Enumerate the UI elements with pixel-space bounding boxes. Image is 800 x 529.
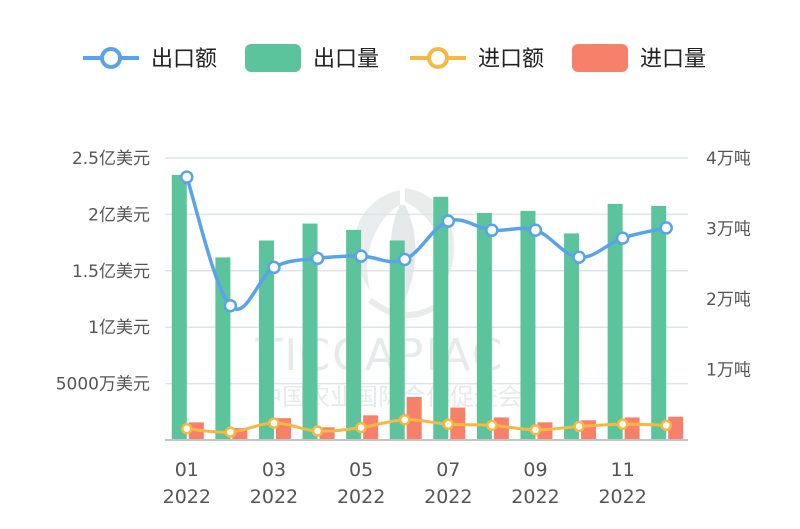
point-进口额 [573, 420, 585, 433]
point-进口额 [224, 426, 237, 438]
point-出口额 [223, 299, 238, 313]
point-进口额 [181, 422, 193, 435]
bar-出口量 [520, 210, 536, 440]
bar-出口量 [258, 240, 274, 440]
bar-出口量 [389, 240, 405, 440]
bar-出口量 [433, 196, 449, 440]
legend: 出口额 出口量 进口额 进口量 [83, 44, 706, 72]
point-进口额 [529, 424, 542, 436]
legend-label: 进口量 [640, 47, 706, 72]
bar-进口量 [668, 416, 684, 440]
bar-出口量 [607, 203, 623, 440]
point-出口额 [659, 221, 673, 235]
x-tick-label: 11 [611, 459, 635, 481]
bar-出口量 [346, 229, 362, 440]
point-出口额 [267, 260, 281, 275]
legend-label: 出口额 [151, 47, 217, 72]
x-tick-label: 07 [436, 459, 460, 481]
x-tick-label: 01 [175, 459, 199, 481]
y-left-tick-label: 5000万美元 [56, 375, 150, 395]
point-出口额 [180, 170, 194, 184]
point-进口额 [355, 421, 367, 434]
point-出口额 [441, 214, 456, 228]
point-进口额 [268, 417, 280, 429]
axes: 5000万美元 1亿美元 1.5亿美元 2亿美元 2.5亿美元 1万吨 2万吨 3万吨 4万吨 0… [56, 149, 751, 508]
point-进口额 [486, 419, 498, 432]
x-tick-year-label: 2022 [424, 486, 472, 508]
watermark-brand: TICCAPIAC [255, 330, 505, 381]
point-出口额 [485, 223, 499, 237]
bar-进口量 [537, 422, 553, 440]
x-tick-label: 05 [349, 459, 373, 481]
y-right-tick-label: 2万吨 [706, 290, 751, 310]
point-进口额 [398, 413, 411, 426]
x-tick-label: 09 [523, 459, 547, 481]
bars [171, 174, 684, 441]
bar-出口量 [302, 223, 318, 440]
legend-item-进口量[interactable]: 进口量 [572, 44, 706, 72]
point-进口额 [616, 418, 629, 430]
point-出口额 [310, 251, 325, 266]
point-出口额 [528, 223, 543, 237]
y-left-tick-label: 2亿美元 [88, 205, 150, 225]
bar-进口量 [493, 417, 509, 440]
legend-item-出口量[interactable]: 出口量 [245, 44, 379, 72]
y-left-tick-label: 1亿美元 [88, 318, 150, 338]
legend-label: 进口额 [478, 47, 544, 72]
point-进口额 [660, 419, 672, 432]
bar-出口量 [476, 212, 492, 440]
x-tick-year-label: 2022 [511, 486, 559, 508]
legend-marker [427, 47, 449, 69]
legend-bar-swatch [245, 44, 301, 72]
y-left-tick-label: 1.5亿美元 [72, 262, 150, 282]
bar-出口量 [171, 174, 187, 441]
y-right-tick-label: 4万吨 [706, 149, 751, 169]
grid [165, 157, 688, 385]
x-tick-year-label: 2022 [250, 486, 298, 508]
x-tick-year-label: 2022 [337, 486, 385, 508]
point-出口额 [615, 231, 630, 245]
legend-marker [100, 47, 122, 69]
legend-bar-swatch [572, 44, 628, 72]
y-right-tick-label: 1万吨 [706, 361, 751, 381]
x-tick-year-label: 2022 [163, 486, 211, 508]
y-left-tick-label: 2.5亿美元 [72, 149, 150, 169]
point-进口额 [311, 425, 324, 437]
bar-出口量 [651, 205, 667, 440]
bar-进口量 [232, 428, 248, 440]
point-出口额 [397, 252, 412, 267]
x-tick-label: 03 [262, 459, 286, 481]
lines [180, 170, 673, 438]
point-出口额 [572, 250, 586, 265]
y-right-tick-label: 3万吨 [706, 220, 751, 240]
bar-出口量 [564, 233, 580, 440]
legend-item-出口额[interactable]: 出口额 [83, 47, 217, 72]
x-tick-year-label: 2022 [598, 486, 646, 508]
bar-进口量 [363, 415, 379, 440]
point-进口额 [442, 418, 455, 430]
point-出口额 [354, 249, 368, 263]
legend-label: 出口量 [313, 47, 379, 72]
legend-item-进口额[interactable]: 进口额 [410, 47, 544, 72]
